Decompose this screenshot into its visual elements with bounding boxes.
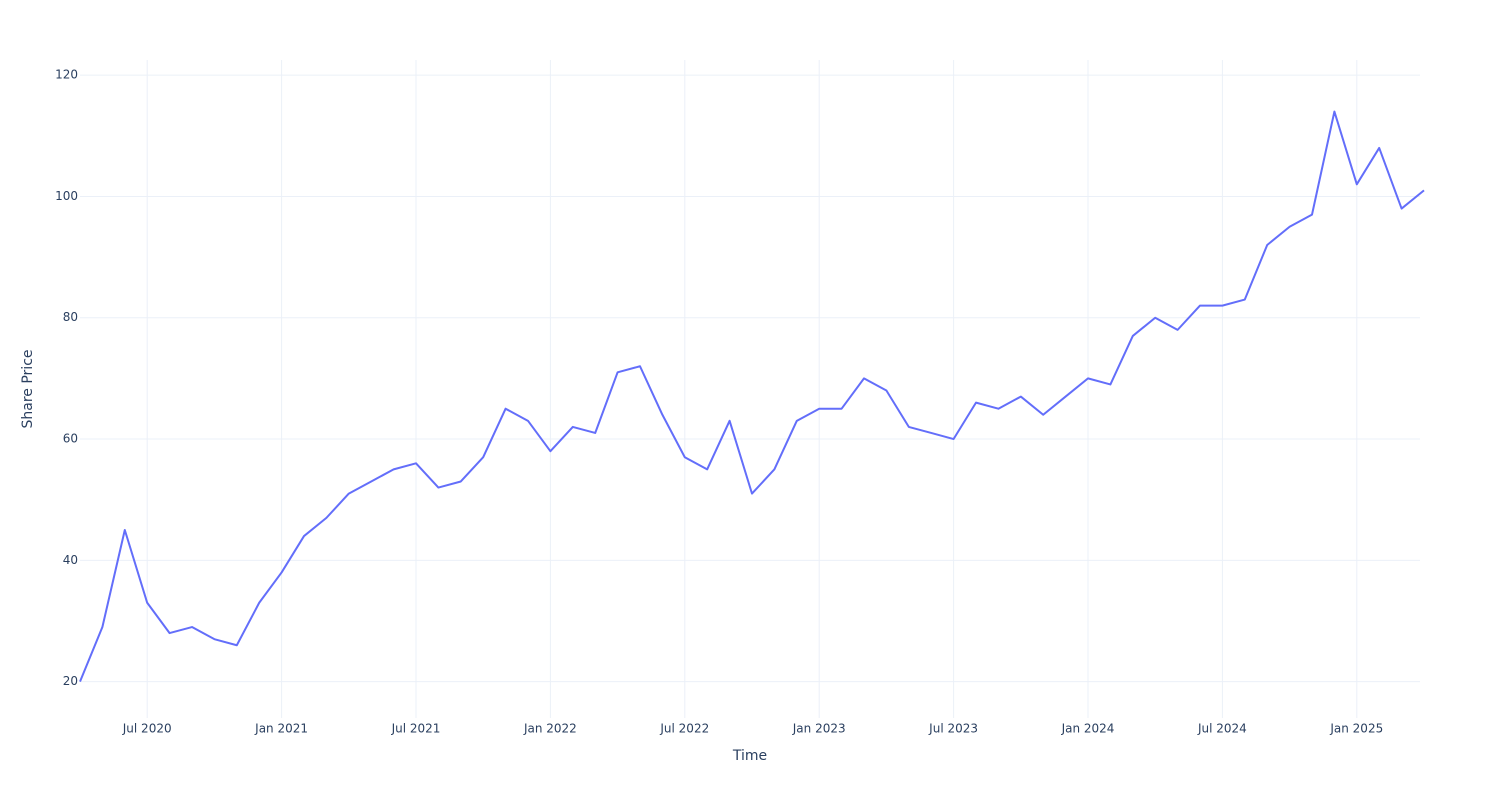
y-tick-label: 40 (63, 553, 78, 567)
y-tick-label: 120 (55, 68, 78, 82)
x-tick-label: Jan 2024 (1061, 722, 1115, 736)
x-tick-label: Jan 2025 (1329, 722, 1383, 736)
y-tick-label: 60 (63, 432, 78, 446)
y-tick-label: 20 (63, 674, 78, 688)
price-line (79, 110, 1425, 682)
x-axis-title: Time (732, 748, 767, 764)
x-tick-label: Jan 2022 (523, 722, 577, 736)
x-tick-label: Jan 2021 (254, 722, 308, 736)
x-tick-label: Jul 2020 (122, 722, 172, 736)
y-axis-title: Share Price (20, 349, 36, 428)
x-tick-label: Jul 2023 (928, 722, 978, 736)
x-tick-label: Jul 2021 (391, 722, 441, 736)
y-tick-label: 100 (55, 189, 78, 203)
x-tick-label: Jan 2023 (792, 722, 846, 736)
y-tick-label: 80 (63, 310, 78, 324)
x-tick-label: Jul 2022 (659, 722, 709, 736)
x-tick-label: Jul 2024 (1197, 722, 1247, 736)
